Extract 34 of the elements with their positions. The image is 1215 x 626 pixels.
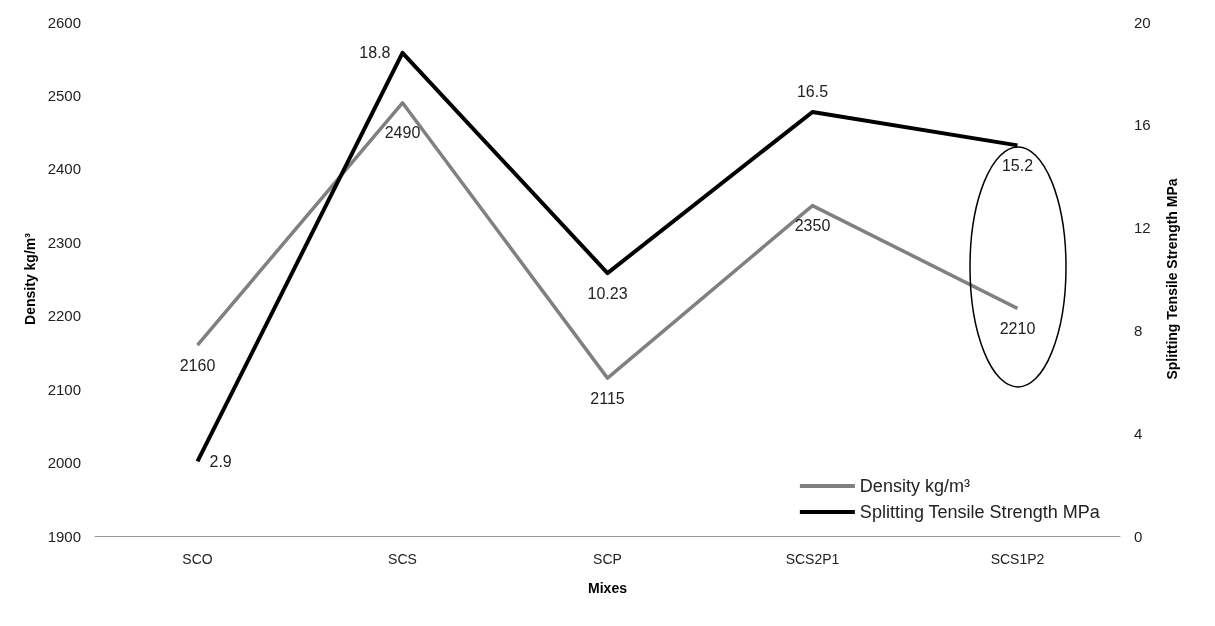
y2-tick-label: 16 xyxy=(1134,116,1151,134)
data-label: 2.9 xyxy=(209,452,232,470)
x-tick-label: SCS2P1 xyxy=(785,551,840,567)
y-tick-label: 2400 xyxy=(47,160,81,178)
x-tick-label: SCP xyxy=(593,551,622,567)
y-tick-label: 2300 xyxy=(47,233,81,251)
y-axis-title: Density kg/m³ xyxy=(21,232,38,325)
data-label: 18.8 xyxy=(359,44,391,62)
y-tick-label: 2600 xyxy=(47,13,81,31)
y2-tick-label: 0 xyxy=(1134,527,1143,545)
data-label: 2160 xyxy=(179,356,216,374)
x-tick-label: SCS xyxy=(388,551,417,567)
y-tick-label: 2100 xyxy=(47,380,81,398)
y2-tick-label: 20 xyxy=(1134,13,1151,31)
x-tick-label: SCS1P2 xyxy=(990,551,1045,567)
y2-tick-label: 8 xyxy=(1134,321,1143,339)
x-axis-title: Mixes xyxy=(588,580,628,596)
y2-tick-label: 12 xyxy=(1134,219,1151,237)
y2-axis-title: Splitting Tensile Strength MPa xyxy=(1164,178,1180,380)
y-tick-label: 1900 xyxy=(47,527,81,545)
legend-label: Splitting Tensile Strength MPa xyxy=(859,502,1101,522)
y2-tick-label: 4 xyxy=(1134,424,1143,442)
data-label: 10.23 xyxy=(587,284,628,302)
legend-label: Density kg/m³ xyxy=(859,476,970,496)
data-label: 2490 xyxy=(384,124,421,142)
data-label: 2210 xyxy=(999,319,1036,337)
data-label: 2115 xyxy=(590,389,625,407)
y-tick-label: 2200 xyxy=(47,307,81,325)
data-label: 2350 xyxy=(794,217,831,235)
y-tick-label: 2500 xyxy=(47,86,81,104)
y-tick-label: 2000 xyxy=(47,454,81,472)
data-label: 15.2 xyxy=(1001,156,1034,174)
data-label: 16.5 xyxy=(796,83,829,101)
x-tick-label: SCO xyxy=(182,551,213,567)
